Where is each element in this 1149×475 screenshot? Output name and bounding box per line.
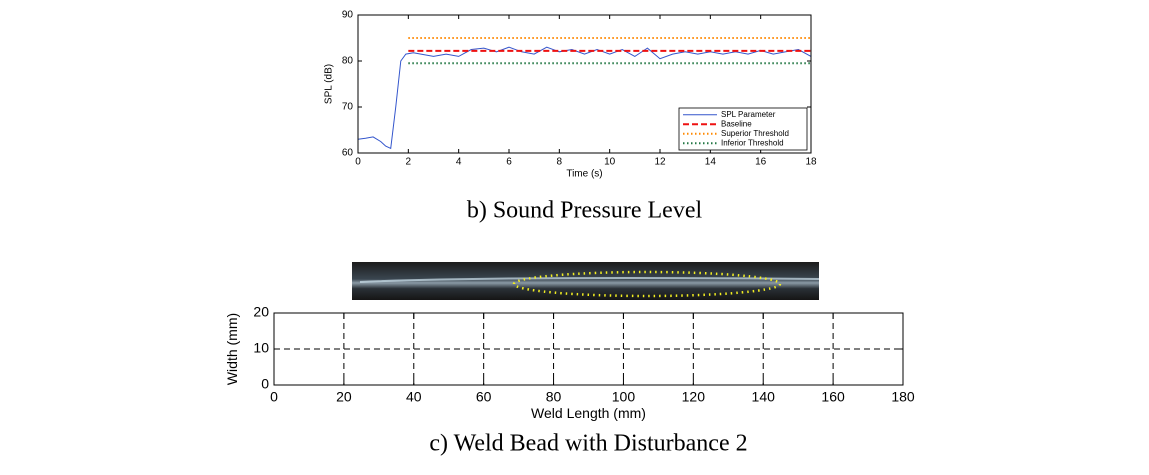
legend-label: Superior Threshold: [721, 129, 789, 138]
axes-frame: [357, 14, 812, 154]
x-tick-label: 100: [612, 388, 636, 404]
chart-title: b) Sound Pressure Level: [467, 198, 703, 224]
legend-label: SPL Parameter: [721, 110, 776, 119]
y-tick-label: 80: [342, 56, 354, 67]
x-axis-label: Weld Length (mm): [531, 405, 646, 421]
x-tick-label: 140: [752, 388, 776, 404]
x-tick-label: 14: [705, 157, 717, 168]
axes-frame: [273, 312, 904, 386]
weld-photo: [352, 262, 820, 300]
x-tick-label: 12: [654, 157, 666, 168]
x-tick-label: 16: [755, 157, 767, 168]
x-tick-label: 18: [805, 157, 817, 168]
x-tick-label: 4: [456, 157, 462, 168]
y-tick-label: 10: [253, 340, 269, 356]
y-tick-label: 20: [253, 304, 269, 320]
y-tick-label: 90: [342, 10, 354, 21]
x-tick-label: 20: [336, 388, 352, 404]
y-axis-label: SPL (dB): [324, 64, 335, 104]
y-axis-label: Width (mm): [224, 313, 240, 385]
x-tick-label: 40: [406, 388, 422, 404]
legend-label: Baseline: [721, 119, 752, 128]
x-tick-label: 10: [604, 157, 616, 168]
chart-title: c) Weld Bead with Disturbance 2: [429, 431, 747, 457]
y-tick-label: 70: [342, 102, 354, 113]
x-tick-label: 0: [355, 157, 361, 168]
x-tick-label: 2: [406, 157, 412, 168]
legend-label: Inferior Threshold: [721, 138, 784, 147]
y-tick-label: 60: [342, 148, 354, 159]
x-tick-label: 160: [821, 388, 845, 404]
x-tick-label: 180: [891, 388, 915, 404]
x-tick-label: 80: [546, 388, 562, 404]
y-tick-label: 0: [261, 376, 269, 392]
x-tick-label: 0: [270, 388, 278, 404]
x-tick-label: 60: [476, 388, 492, 404]
x-tick-label: 6: [506, 157, 512, 168]
x-axis-label: Time (s): [566, 169, 602, 180]
x-tick-label: 120: [682, 388, 706, 404]
x-tick-label: 8: [557, 157, 563, 168]
series-line: [358, 46, 811, 150]
